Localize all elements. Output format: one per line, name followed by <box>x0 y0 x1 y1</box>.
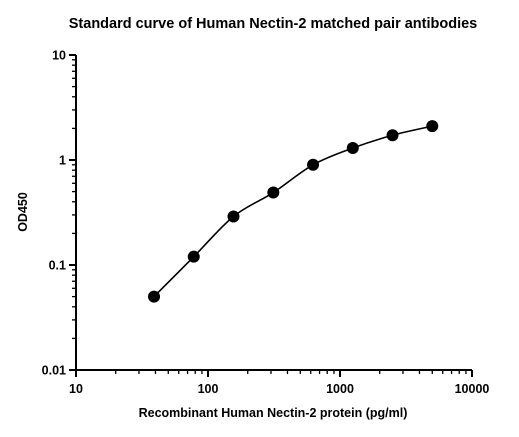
x-axis-label: Recombinant Human Nectin-2 protein (pg/m… <box>139 406 408 420</box>
x-tick-label: 1000 <box>326 382 354 396</box>
axes: 0.01 0.1 1 10 10 100 1000 10000 <box>42 49 490 397</box>
y-tick-label: 0.01 <box>42 364 66 378</box>
y-tick-label: 10 <box>52 49 66 63</box>
data-points <box>148 120 439 303</box>
y-axis-label: OD450 <box>16 192 30 232</box>
x-tick-label: 100 <box>198 382 219 396</box>
data-point <box>307 158 320 171</box>
x-tick-label: 10 <box>69 382 83 396</box>
data-point <box>187 250 200 263</box>
x-tick-label: 10000 <box>455 382 490 396</box>
y-tick-label: 1 <box>59 154 66 168</box>
fit-curve <box>153 125 433 298</box>
data-point <box>148 290 161 303</box>
data-point <box>227 210 240 223</box>
data-point <box>386 129 399 142</box>
fit-curve-layer <box>153 125 433 298</box>
data-point <box>346 142 359 155</box>
chart-title: Standard curve of Human Nectin-2 matched… <box>69 16 478 32</box>
data-point <box>267 186 280 199</box>
data-point <box>426 120 439 133</box>
y-tick-label: 0.1 <box>49 259 66 273</box>
